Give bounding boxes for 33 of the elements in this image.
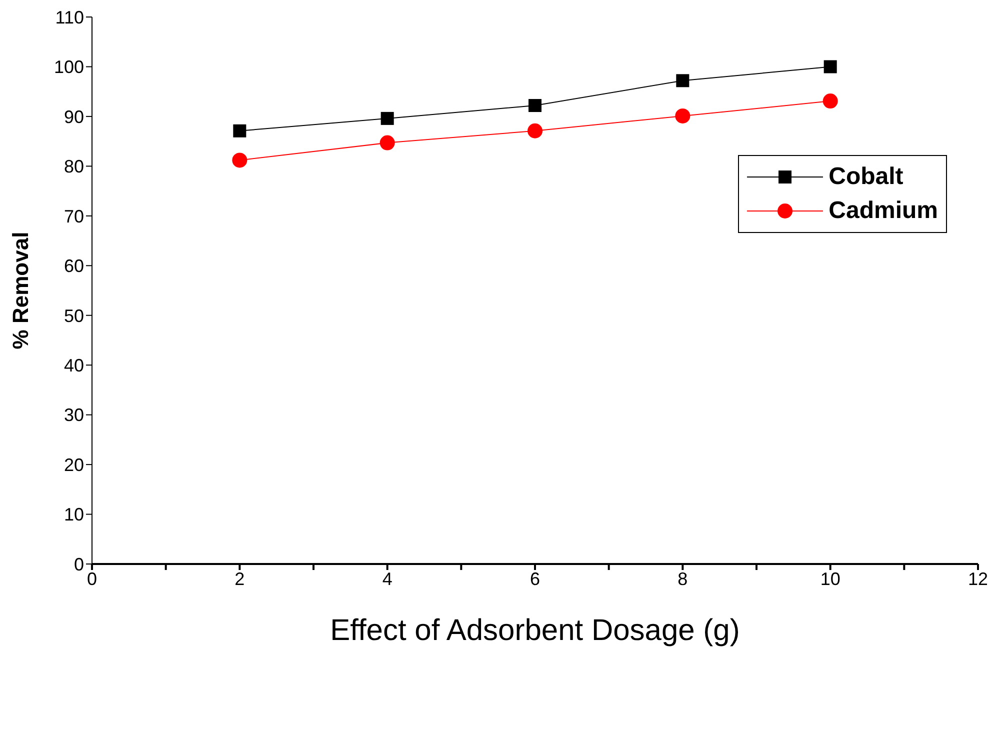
y-tick-label: 40: [64, 355, 84, 376]
point: [528, 99, 542, 112]
x-tick-label: 10: [820, 568, 840, 589]
x-tick-label: 8: [678, 568, 688, 589]
y-tick-label: 100: [54, 57, 84, 78]
legend-label: Cobalt: [828, 163, 904, 191]
y-tick-label: 90: [64, 106, 84, 127]
point: [380, 112, 394, 125]
y-tick-label: 60: [64, 256, 84, 276]
point: [824, 60, 837, 74]
x-tick-label: 6: [530, 568, 540, 589]
point: [675, 108, 690, 124]
y-tick-label: 10: [64, 504, 84, 525]
point: [822, 94, 838, 109]
y-tick-label: 30: [64, 405, 84, 426]
y-axis-title: % Removal: [8, 232, 33, 350]
point: [380, 135, 395, 150]
y-tick-label: 70: [64, 206, 84, 226]
legend-label: Cadmium: [828, 197, 938, 225]
x-tick-label: 0: [86, 568, 98, 589]
y-tick-label: 80: [64, 156, 84, 177]
point: [676, 74, 690, 88]
point: [528, 123, 542, 138]
y-tick-label: 20: [64, 454, 84, 475]
x-tick-label: 4: [382, 568, 392, 589]
x-tick-label: 2: [234, 568, 245, 589]
x-axis-title: Effect of Adsorbent Dosage (g): [330, 614, 740, 647]
y-tick-label: 0: [74, 554, 84, 574]
point: [233, 124, 246, 138]
y-tick-label: 50: [64, 306, 84, 326]
x-tick-label: 12: [968, 568, 988, 589]
y-tick-label: 110: [55, 7, 84, 28]
point: [232, 152, 248, 168]
